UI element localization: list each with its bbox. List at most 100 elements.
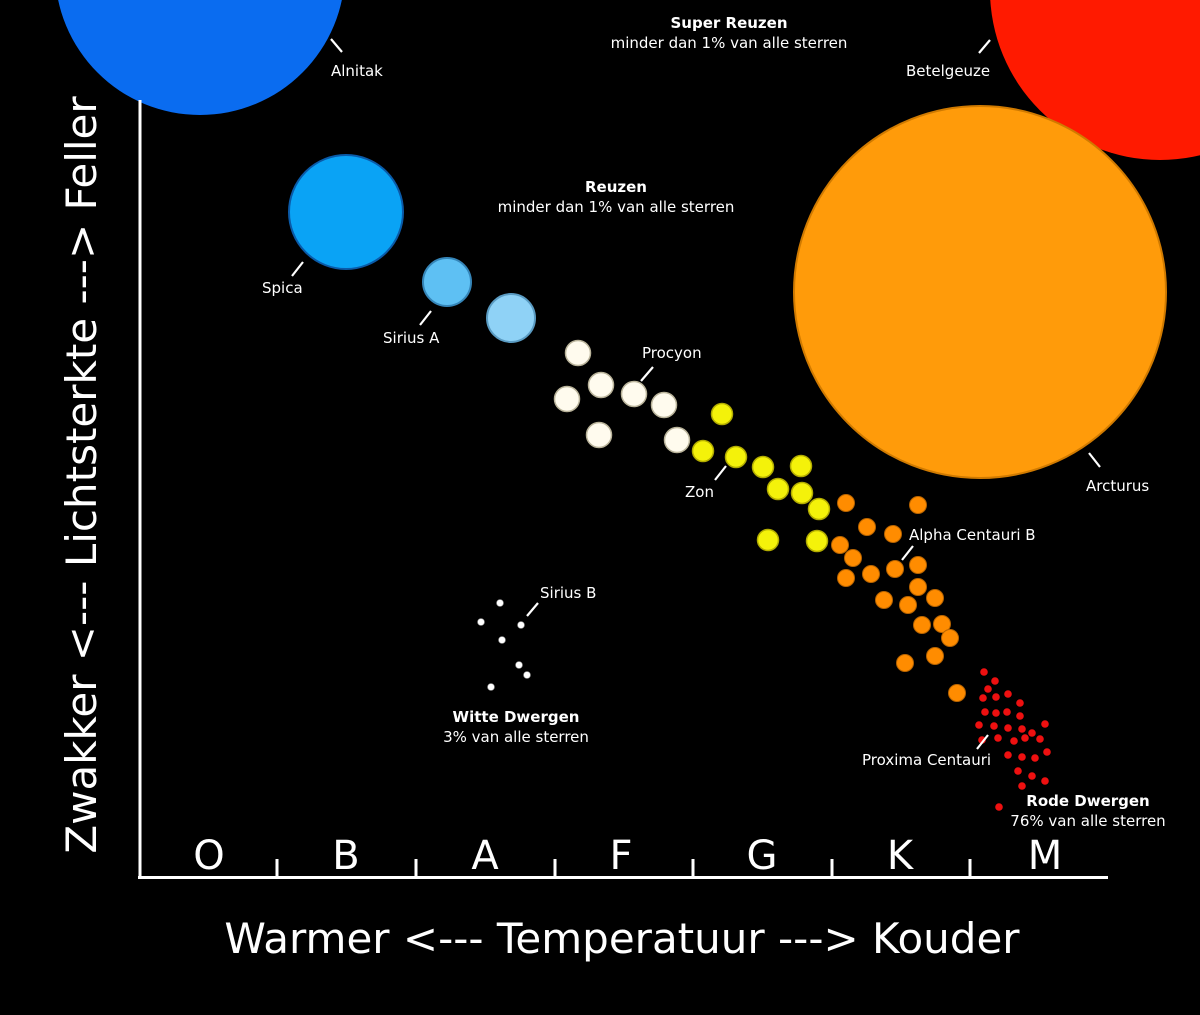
red-dwarf-3	[979, 694, 987, 702]
y-axis-title: Zwakker <--- Lichtsterkte ---> Feller	[57, 96, 106, 854]
red-dwarf-23	[1018, 753, 1026, 761]
red-dwarf-18	[994, 734, 1002, 742]
white-star-1	[553, 385, 581, 413]
red-dwarf-16	[1028, 729, 1036, 737]
star-sirius-a	[422, 257, 472, 307]
red-dwarf-28	[1041, 777, 1049, 785]
orange-star-3	[884, 525, 902, 543]
orange-star-7	[886, 560, 904, 578]
leader-alnitak	[330, 38, 343, 53]
red-dwarf-1	[991, 677, 999, 685]
red-dwarf-stars	[975, 668, 1051, 811]
orange-star-11	[875, 591, 893, 609]
yellow-star-2	[724, 445, 748, 469]
white-dwarf-2	[517, 621, 525, 629]
leader-sirius-b	[526, 602, 539, 617]
leader-zon	[714, 465, 727, 481]
red-dwarf-0	[980, 668, 988, 676]
orange-star-15	[933, 615, 951, 633]
orange-star-5	[844, 549, 862, 567]
leader-proxima-centauri	[976, 734, 989, 750]
star-betelgeuze	[990, 0, 1200, 160]
red-dwarf-12	[990, 722, 998, 730]
red-dwarf-10	[1016, 712, 1024, 720]
white-dwarf-0	[496, 599, 504, 607]
orange-star-8	[862, 565, 880, 583]
white-dwarf-stars	[477, 599, 531, 691]
yellow-star-0	[710, 402, 734, 426]
red-dwarf-26	[1014, 767, 1022, 775]
group-super-reuzen-subtitle: minder dan 1% van alle sterren	[611, 34, 848, 52]
white-dwarf-6	[487, 683, 495, 691]
leader-sirius-a	[419, 310, 432, 326]
red-dwarf-15	[1041, 720, 1049, 728]
orange-star-2	[858, 518, 876, 536]
white-star-4	[650, 391, 678, 419]
red-dwarf-27	[1028, 772, 1036, 780]
yellow-star-4	[789, 454, 813, 478]
star-b-type	[486, 293, 536, 343]
label-betelgeuze: Betelgeuze	[906, 62, 990, 80]
red-dwarf-11	[975, 721, 983, 729]
red-dwarf-29	[1018, 782, 1026, 790]
yellow-star-3	[751, 455, 775, 479]
star-alnitak	[58, 0, 342, 115]
group-reuzen-title: Reuzen	[585, 178, 647, 196]
star-arcturus	[793, 105, 1167, 479]
leader-betelgeuze	[978, 39, 991, 54]
white-dwarf-1	[477, 618, 485, 626]
group-witte-dwergen-subtitle: 3% van alle sterren	[443, 728, 589, 746]
orange-star-19	[948, 684, 966, 702]
white-dwarf-4	[515, 661, 523, 669]
orange-star-9	[837, 569, 855, 587]
red-dwarf-30	[995, 803, 1003, 811]
white-star-5	[585, 421, 613, 449]
yellow-star-1	[691, 439, 715, 463]
red-dwarf-22	[1004, 751, 1012, 759]
white-dwarf-5	[523, 671, 531, 679]
orange-star-4	[831, 536, 849, 554]
red-dwarf-21	[1036, 735, 1044, 743]
red-dwarf-20	[1021, 734, 1029, 742]
red-dwarf-2	[984, 685, 992, 693]
white-star-3	[620, 380, 648, 408]
label-sirius-b: Sirius B	[540, 584, 596, 602]
red-dwarf-4	[992, 693, 1000, 701]
label-procyon: Procyon	[642, 344, 702, 362]
star-labels: Alnitak Betelgeuze Spica Sirius A Procyo…	[262, 62, 1149, 769]
orange-star-14	[913, 616, 931, 634]
orange-star-6	[909, 556, 927, 574]
leader-procyon	[640, 366, 654, 382]
group-witte-dwergen-title: Witte Dwergen	[453, 708, 580, 726]
axes: O B A F G K M Warmer <--- Temperatuur ---> Kou…	[57, 96, 1108, 963]
group-super-reuzen-title: Super Reuzen	[671, 14, 788, 32]
x-axis-title: Warmer <--- Temperatuur ---> Kouder	[224, 914, 1020, 963]
orange-star-17	[926, 647, 944, 665]
yellow-star-5	[766, 477, 790, 501]
orange-star-12	[899, 596, 917, 614]
leader-arcturus	[1088, 452, 1101, 468]
class-label-f: F	[609, 833, 632, 879]
orange-star-16	[941, 629, 959, 647]
label-sirius-a: Sirius A	[383, 329, 440, 347]
yellow-star-6	[790, 481, 814, 505]
red-dwarf-6	[1016, 699, 1024, 707]
group-rode-dwergen-title: Rode Dwergen	[1026, 792, 1149, 810]
label-arcturus: Arcturus	[1086, 477, 1149, 495]
red-dwarf-13	[1004, 724, 1012, 732]
leader-lines	[291, 38, 1101, 750]
red-dwarf-14	[1018, 725, 1026, 733]
white-star-2	[587, 371, 615, 399]
red-dwarf-7	[981, 708, 989, 716]
red-dwarf-9	[1003, 708, 1011, 716]
white-star-0	[564, 339, 592, 367]
red-dwarf-19	[1010, 737, 1018, 745]
leader-alpha-centauri-b	[901, 545, 914, 561]
orange-star-10	[909, 578, 927, 596]
leader-spica	[291, 261, 304, 277]
label-alpha-centauri-b: Alpha Centauri B	[909, 526, 1036, 544]
label-alnitak: Alnitak	[331, 62, 383, 80]
class-label-m: M	[1028, 833, 1063, 879]
orange-star-18	[896, 654, 914, 672]
